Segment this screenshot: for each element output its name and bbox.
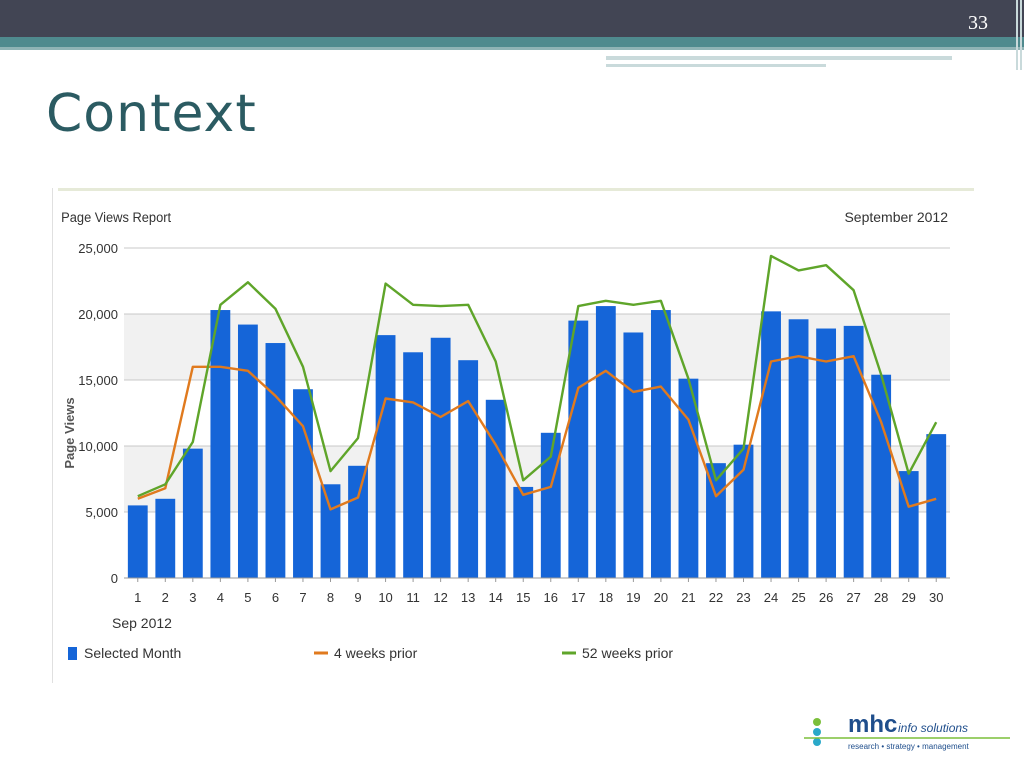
accent-line — [0, 47, 1024, 50]
slide-title: Context — [46, 84, 257, 144]
y-tick-label: 5,000 — [85, 505, 118, 520]
x-tick-label: 2 — [162, 590, 169, 605]
x-tick-label: 3 — [189, 590, 196, 605]
x-tick-label: 11 — [406, 590, 420, 605]
x-tick-label: 1 — [134, 590, 141, 605]
legend-swatch — [68, 647, 77, 660]
x-tick-label: 23 — [736, 590, 750, 605]
grid-band — [124, 314, 950, 380]
logo-tagline: info solutions — [898, 721, 968, 735]
bar-day-10 — [375, 335, 396, 578]
bar-day-24 — [761, 311, 781, 578]
chart-frame-top — [58, 188, 974, 191]
y-axis-label: Page Views — [62, 397, 77, 468]
bar-day-26 — [816, 328, 837, 578]
bar-day-6 — [265, 343, 286, 578]
x-tick-label: 27 — [846, 590, 860, 605]
slide-number: 33 — [968, 12, 988, 34]
bar-day-27 — [843, 325, 864, 578]
x-tick-label: 12 — [433, 590, 447, 605]
decorative-lines — [606, 0, 1024, 70]
x-tick-label: 25 — [791, 590, 805, 605]
bar-day-2 — [155, 498, 176, 578]
bar-day-23 — [733, 444, 754, 578]
line-4-weeks-prior — [137, 354, 937, 511]
logo-subline: research • strategy • management — [848, 742, 970, 751]
y-tick-label: 25,000 — [78, 241, 118, 256]
grid-band — [124, 248, 950, 314]
x-tick-label: 9 — [354, 590, 361, 605]
x-tick-label: 18 — [599, 590, 613, 605]
bar-day-9 — [348, 465, 368, 578]
y-tick-label: 0 — [111, 571, 118, 586]
x-tick-label: 8 — [327, 590, 334, 605]
company-logo: mhc info solutions research • strategy •… — [804, 711, 1010, 751]
x-tick-label: 17 — [571, 590, 585, 605]
y-tick-label: 10,000 — [78, 439, 118, 454]
bar-day-19 — [623, 332, 644, 578]
x-tick-label: 13 — [461, 590, 475, 605]
x-axis-label: Sep 2012 — [112, 615, 172, 631]
bar-day-11 — [403, 352, 424, 578]
bar-day-28 — [871, 374, 892, 578]
x-tick-label: 29 — [901, 590, 915, 605]
x-tick-label: 20 — [654, 590, 668, 605]
x-tick-label: 26 — [819, 590, 833, 605]
logo-dot-blue-2 — [813, 738, 821, 746]
x-tick-label: 24 — [764, 590, 778, 605]
y-tick-label: 20,000 — [78, 307, 118, 322]
x-tick-label: 21 — [681, 590, 695, 605]
top-bar — [0, 0, 1024, 37]
logo-text: mhc — [848, 711, 897, 738]
x-tick-label: 7 — [299, 590, 306, 605]
x-tick-label: 4 — [217, 590, 224, 605]
x-tick-label: 6 — [272, 590, 279, 605]
bar-day-3 — [182, 448, 203, 578]
bar-day-4 — [210, 310, 231, 578]
grid-band — [124, 512, 950, 578]
bar-day-21 — [678, 378, 699, 578]
logo-dot-green — [813, 718, 821, 726]
bar-day-12 — [430, 337, 451, 578]
legend-label: 52 weeks prior — [582, 645, 673, 661]
bar-day-29 — [898, 471, 919, 578]
x-tick-label: 15 — [516, 590, 530, 605]
bar-day-13 — [458, 360, 479, 578]
grid-band — [124, 446, 950, 512]
x-tick-label: 5 — [244, 590, 251, 605]
bar-day-30 — [926, 434, 947, 578]
x-tick-label: 19 — [626, 590, 640, 605]
bar-day-20 — [650, 310, 671, 578]
grid-band — [124, 380, 950, 446]
legend-label: 4 weeks prior — [334, 645, 418, 661]
bar-day-15 — [513, 486, 534, 578]
chart-title: Page Views Report — [61, 210, 171, 226]
x-tick-label: 30 — [929, 590, 943, 605]
bar-day-5 — [237, 324, 258, 578]
bar-day-8 — [320, 484, 341, 578]
x-tick-label: 22 — [709, 590, 723, 605]
accent-band — [0, 37, 1024, 47]
legend-label: Selected Month — [84, 645, 181, 661]
bar-day-1 — [127, 505, 148, 578]
chart-frame-left — [52, 188, 53, 683]
bar-day-18 — [595, 306, 616, 578]
bar-day-17 — [568, 320, 589, 578]
chart-date-label: September 2012 — [844, 209, 948, 225]
line-52-weeks-prior — [137, 254, 938, 498]
x-tick-label: 10 — [378, 590, 392, 605]
bar-day-14 — [485, 399, 506, 578]
bar-day-25 — [788, 319, 809, 578]
x-tick-label: 14 — [488, 590, 502, 605]
x-tick-label: 16 — [544, 590, 558, 605]
x-tick-label: 28 — [874, 590, 888, 605]
y-tick-label: 15,000 — [78, 373, 118, 388]
logo-dot-blue — [813, 728, 821, 736]
chart-container: 0 5,000 10,000 15,000 20,000 25,000 1 2 3 4 5 6 7 8 9 1… — [52, 186, 974, 686]
bar-day-7 — [293, 389, 313, 578]
